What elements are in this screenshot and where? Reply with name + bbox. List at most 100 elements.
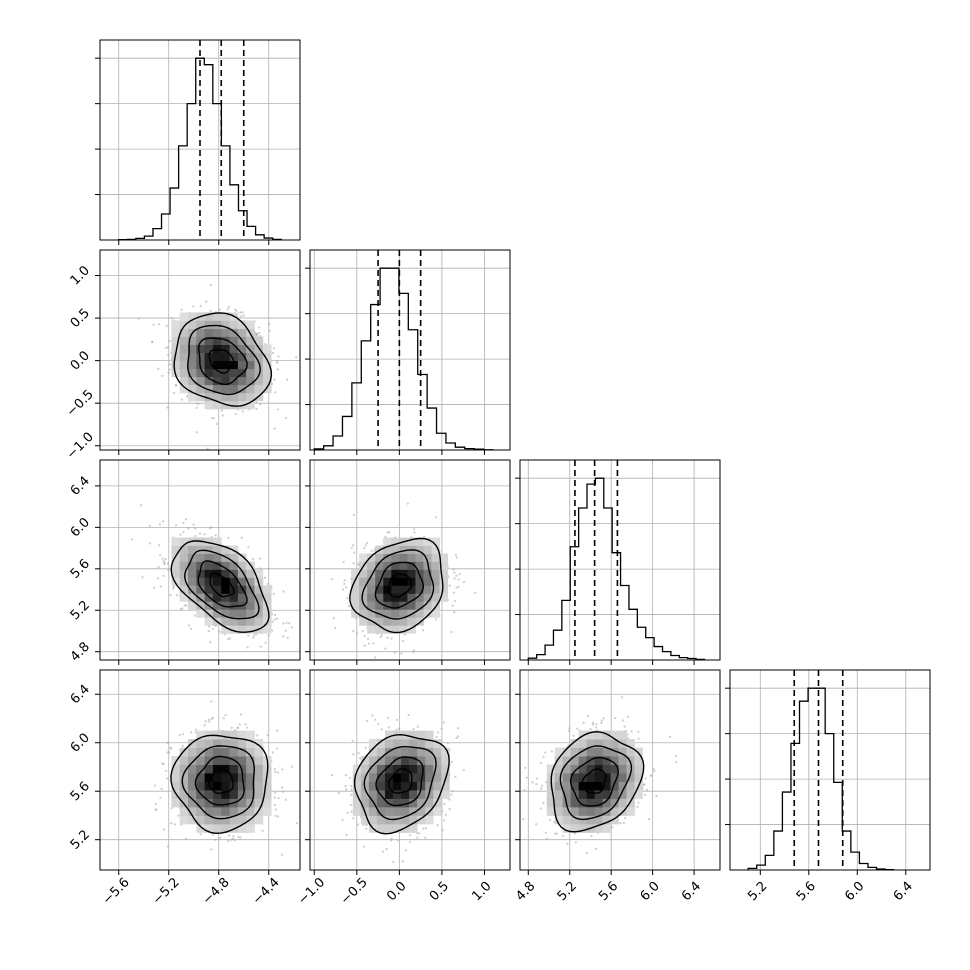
density-cell [237,625,247,634]
sample-point [462,580,466,584]
density-cell [578,790,588,799]
density-cell [391,545,400,554]
x-tick-label: 5.2 [555,879,580,904]
density-cell [171,328,181,337]
density-cell [196,815,206,825]
density-cell [594,730,603,740]
sample-point [226,308,229,311]
sample-point [141,576,144,579]
sample-point [284,416,288,420]
sample-point [198,532,202,535]
density-cell [196,368,206,378]
density-cell [399,617,408,626]
density-cell [439,577,449,586]
sample-point [341,818,344,821]
sample-point [365,719,369,722]
density-cell [179,790,189,799]
density-cell [610,747,619,757]
sample-point [167,371,170,374]
sample-point [168,363,172,366]
density-cell [196,823,206,833]
density-cell [246,360,255,370]
sample-point [647,818,651,821]
sample-point [379,635,382,638]
scatter-panel-2-0 [99,459,301,661]
sample-point [182,530,185,534]
contour-line [197,337,248,385]
sample-point [540,784,544,787]
sample-point [258,331,261,335]
density-cell [375,617,384,626]
sample-point [137,317,140,320]
density-cell [376,823,386,833]
sample-point [350,788,353,791]
sample-point [161,557,164,560]
density-cell [188,569,197,578]
sample-point [263,576,267,579]
density-cell [602,747,611,757]
density-cell [407,569,416,578]
sample-point [280,786,284,789]
density-cell [229,781,239,791]
sample-point [600,719,603,722]
sample-point [539,761,542,765]
density-cell [254,617,264,626]
density-cell [368,806,378,816]
sample-point [626,736,630,740]
density-cell [229,561,239,570]
density-cell [221,545,230,554]
scatter-panel-3-0 [99,669,301,871]
y-tick-label: 6.0 [68,730,93,755]
density-cell [554,815,564,825]
sample-point [185,395,189,398]
sample-point [352,562,355,565]
sample-point [277,355,280,358]
density-cell [262,352,272,362]
density-cell [431,537,440,546]
density-cell [262,781,272,791]
density-cell [212,806,222,816]
density-cell [602,773,611,782]
sample-point [372,642,375,645]
sample-point [386,716,390,719]
density-cell [417,815,426,825]
density-cell [229,764,239,774]
histogram-0 [118,57,282,241]
density-cell [439,561,449,570]
density-cell [376,798,386,808]
density-cell [562,815,572,825]
density-cell [171,773,181,782]
density-cell [401,773,410,782]
contour-line [173,312,273,407]
sample-point [352,513,355,516]
sample-point [168,339,171,343]
density-cell [586,806,596,816]
sample-point [652,767,655,771]
sample-point [330,774,333,777]
sample-point [374,718,377,721]
density-cell [546,764,556,774]
density-cell [634,764,643,774]
sample-point [363,644,366,647]
sample-point [218,308,221,311]
density-cell [171,545,181,554]
density-cell [433,756,442,765]
density-cell [441,756,450,765]
sample-point [154,808,157,812]
sample-point [454,599,457,603]
sample-point [455,574,458,577]
sample-point [401,860,404,863]
density-cell [229,625,239,634]
density-cell [393,764,402,774]
density-cell [586,773,596,782]
sample-point [416,836,419,839]
sample-point [194,728,198,731]
density-cell [383,537,392,546]
density-cell [188,368,197,378]
sample-point [184,837,188,840]
sample-point [227,305,230,309]
density-cell [409,747,418,757]
density-cell [376,806,386,816]
density-cell [212,336,222,345]
sample-point [274,814,277,817]
